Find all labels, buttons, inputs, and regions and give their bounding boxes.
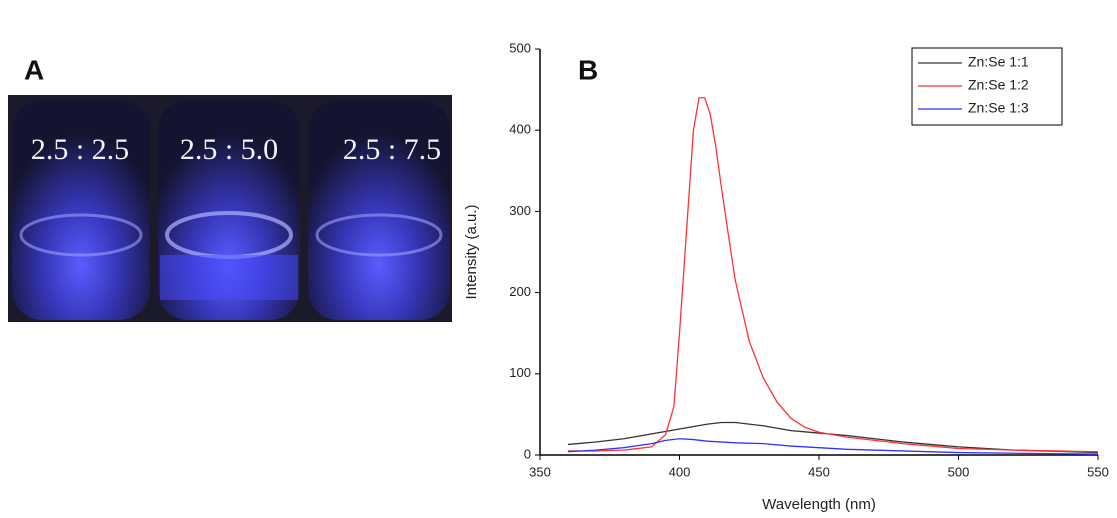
y-tick-label: 0: [524, 446, 531, 461]
x-tick-label: 400: [669, 464, 691, 479]
legend-label: Zn:Se 1:2: [968, 77, 1029, 93]
legend-label: Zn:Se 1:3: [968, 100, 1029, 116]
y-tick-label: 400: [509, 122, 531, 137]
photo: [8, 95, 452, 322]
y-tick-label: 200: [509, 284, 531, 299]
series-line: [567, 438, 1099, 455]
vial-label: 2.5 : 5.0: [180, 133, 278, 166]
x-tick-label: 500: [948, 464, 970, 479]
legend-label: Zn:Se 1:1: [968, 54, 1029, 70]
x-tick-label: 550: [1087, 464, 1109, 479]
vial-label: 2.5 : 7.5: [343, 133, 441, 166]
series-line: [567, 97, 1099, 453]
vial-label: 2.5 : 2.5: [31, 133, 129, 166]
y-axis-label: Intensity (a.u.): [463, 204, 480, 299]
y-tick-label: 300: [509, 203, 531, 218]
panel-label: B: [578, 54, 598, 85]
panel-label: A: [24, 54, 44, 85]
x-tick-label: 450: [808, 464, 830, 479]
x-axis-label: Wavelength (nm): [762, 496, 876, 513]
y-tick-label: 500: [509, 40, 531, 55]
y-tick-label: 100: [509, 365, 531, 380]
x-tick-label: 350: [529, 464, 551, 479]
